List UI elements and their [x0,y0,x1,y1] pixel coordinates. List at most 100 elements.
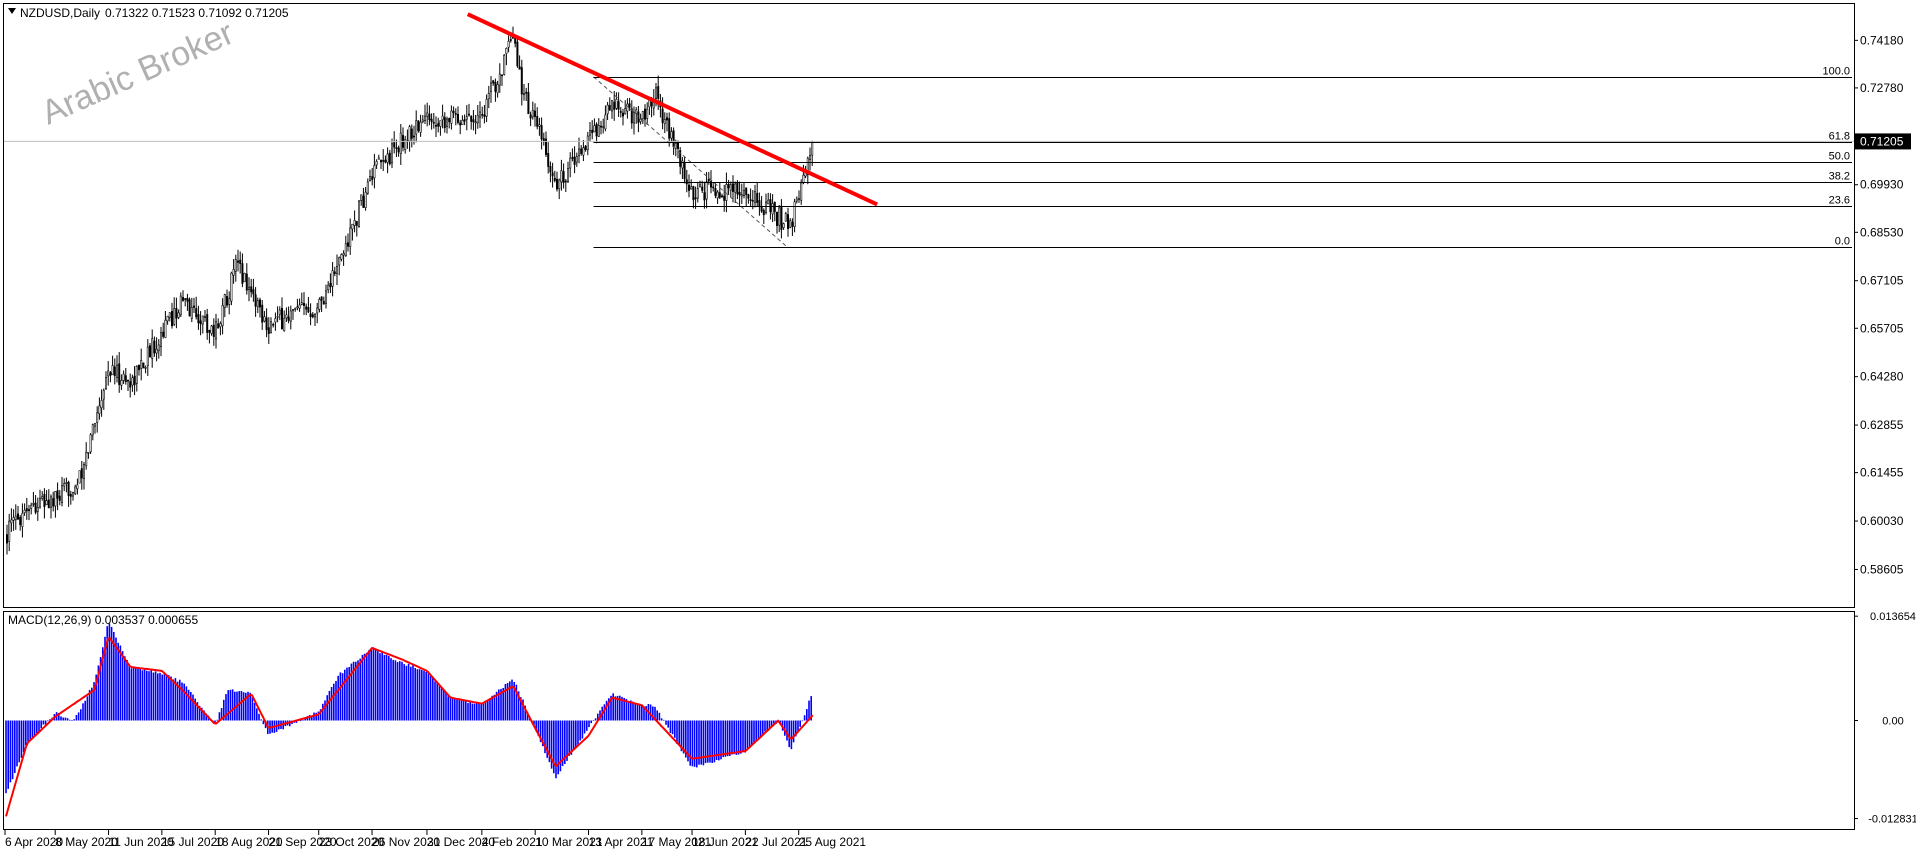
candle-body [439,120,442,127]
candle-body [485,99,488,117]
candle-body [795,198,798,202]
macd-bar [489,698,491,721]
candle-body [734,183,737,193]
fibonacci-layer: 100.0 61.8 50.0 38.2 23.6 0.0 [593,66,1852,248]
macd-bar [513,681,515,721]
candle-body [421,119,424,123]
candle-body [474,121,477,124]
candle-body [173,308,176,325]
macd-bar [157,673,159,721]
macd-bar [671,720,674,735]
macd-bar [33,720,36,737]
macd-bar [143,668,146,721]
macd-bar [643,706,645,721]
macd-bar [258,713,260,721]
candle-body [602,126,605,128]
candle-body [791,221,794,227]
candle-body [716,191,719,199]
macd-bar [564,720,566,764]
macd-bar [416,669,419,721]
macd-bar [493,694,496,721]
macd-bar [335,680,337,721]
candle-body [566,168,569,182]
candle-body [674,143,677,149]
macd-bar [594,718,597,721]
candle-body [69,493,72,497]
macd-bar [605,700,608,721]
macd-bar [535,720,537,732]
candle-body [74,486,77,494]
candle-body [197,314,200,324]
red-trendline [466,12,878,207]
macd-bar [80,709,82,721]
macd-bar [520,697,522,721]
symbol-menu-icon[interactable] [8,8,16,14]
macd-bar [7,720,9,789]
macd-bar [225,694,227,721]
candle-body [276,316,279,318]
candle-body [212,324,215,337]
macd-bar [603,704,606,721]
candle-body [307,307,310,313]
candle-body [654,87,657,99]
macd-bar [385,654,388,721]
macd-bar [806,709,808,721]
macd-bar [555,720,557,779]
candle-body [560,170,563,183]
macd-bar [93,682,95,721]
candle-body [551,172,554,177]
price-tick-label: 0.61455 [1860,466,1904,480]
fib-level-label: 38.2 [1829,171,1850,183]
trendline-layer [466,12,878,207]
macd-bar [568,720,570,756]
candle-body [280,308,283,330]
macd-bar [126,659,128,721]
candle-body [201,315,204,325]
time-tick-label: 21 Sep 2020 [269,835,337,849]
macd-bar [328,690,331,721]
macd-bar [115,637,117,721]
macd-tick-label: -0.012831 [1868,814,1916,826]
macd-bar [502,688,504,721]
macd-bar [423,670,425,721]
candle-body [516,41,519,67]
macd-bar [113,631,115,721]
candle-body [14,515,17,520]
candle-body [575,156,578,163]
macd-bar [724,720,727,757]
candle-body [107,370,110,377]
macd-bar [748,720,751,749]
macd-bar [66,718,69,721]
candle-body [533,110,536,117]
macd-bar [696,720,698,768]
candle-body [138,364,141,371]
price-layer [4,26,1854,555]
candle-body [384,159,387,163]
macd-bar [405,665,408,721]
candle-body [34,502,37,513]
macd-bar [506,683,509,721]
macd-bar [324,700,326,721]
macd-bar [586,720,588,731]
candle-body [27,509,30,512]
candle-body [116,364,119,378]
candle-body [536,116,539,127]
candle-body [408,126,411,142]
candle-body [663,119,666,125]
candle-body [272,324,275,326]
candle-body [784,213,787,222]
macd-bar [359,658,361,721]
macd-bar [810,696,812,721]
candle-body [49,496,52,508]
candle-body [668,118,671,139]
macd-bar [196,702,199,721]
candle-body [127,379,130,382]
candle-body [256,300,259,308]
candle-body [357,200,360,227]
candle-body [146,346,149,366]
candle-body [102,390,105,400]
candle-body [619,111,622,113]
candle-body [639,118,642,122]
fib-diagonal [593,76,788,247]
macd-bar [223,699,225,721]
